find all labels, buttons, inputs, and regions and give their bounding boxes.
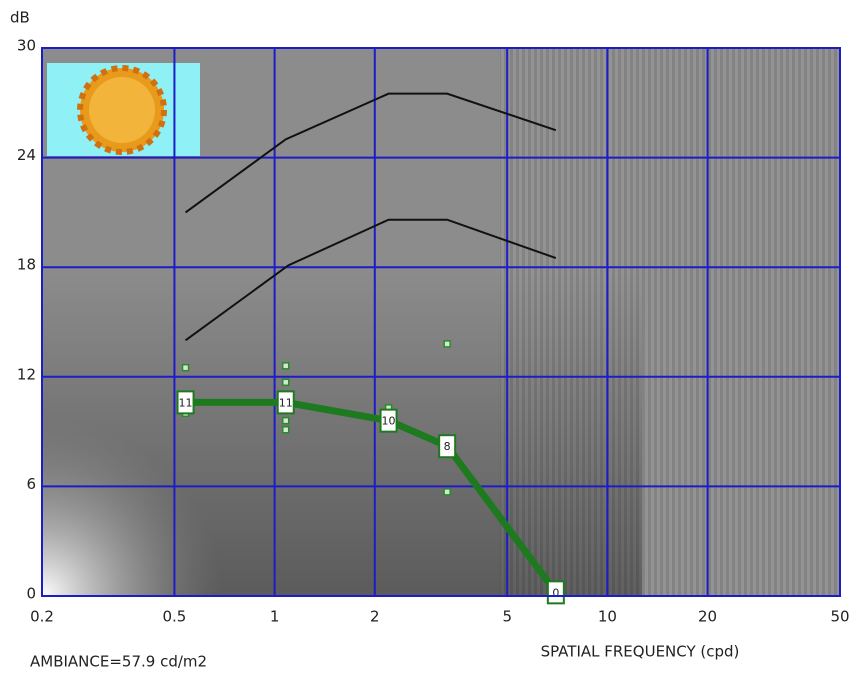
y-tick-label: 24 (17, 146, 36, 164)
line (184, 218, 557, 342)
trial-marker (281, 362, 290, 370)
x-tick-label: 10 (598, 608, 617, 626)
y-tick-label: 12 (17, 365, 36, 383)
y-tick-label: 30 (17, 37, 36, 55)
trial-marker (281, 378, 290, 387)
value-label-box (379, 408, 398, 433)
y-tick-label: 18 (17, 256, 36, 274)
x-tick-label: 50 (830, 608, 849, 626)
x-tick-label: 20 (698, 608, 717, 626)
annotation: AMBIANCE=57.9 cd/m2 (30, 653, 207, 671)
sun-icon (47, 63, 200, 156)
x-tick-label: 0.2 (30, 608, 54, 626)
value-label: 0 (552, 586, 559, 599)
plot-border (41, 47, 841, 597)
trial-marker (443, 488, 451, 496)
y-tick-label: 0 (26, 585, 36, 603)
trial-marker (443, 340, 451, 348)
x-tick-label: 2 (370, 608, 380, 626)
x-axis-label: SPATIAL FREQUENCY (cpd) (541, 643, 740, 661)
value-label-box (546, 580, 565, 605)
x-tick-label: 1 (270, 608, 280, 626)
value-label-box (276, 390, 295, 415)
value-label: 8 (444, 440, 451, 453)
line (184, 92, 557, 214)
x-tick-label: 5 (502, 608, 512, 626)
value-label-box (176, 390, 195, 415)
value-label: 11 (179, 396, 193, 409)
value-label: 10 (382, 415, 396, 428)
x-tick-label: 0.5 (162, 608, 186, 626)
y-tick-label: 6 (26, 475, 36, 493)
value-label: 11 (279, 396, 293, 409)
value-label-box (438, 434, 457, 459)
y-axis-label: dB (10, 9, 30, 27)
trial-marker (281, 416, 290, 425)
trial-marker (281, 426, 290, 434)
trial-marker (181, 363, 190, 372)
